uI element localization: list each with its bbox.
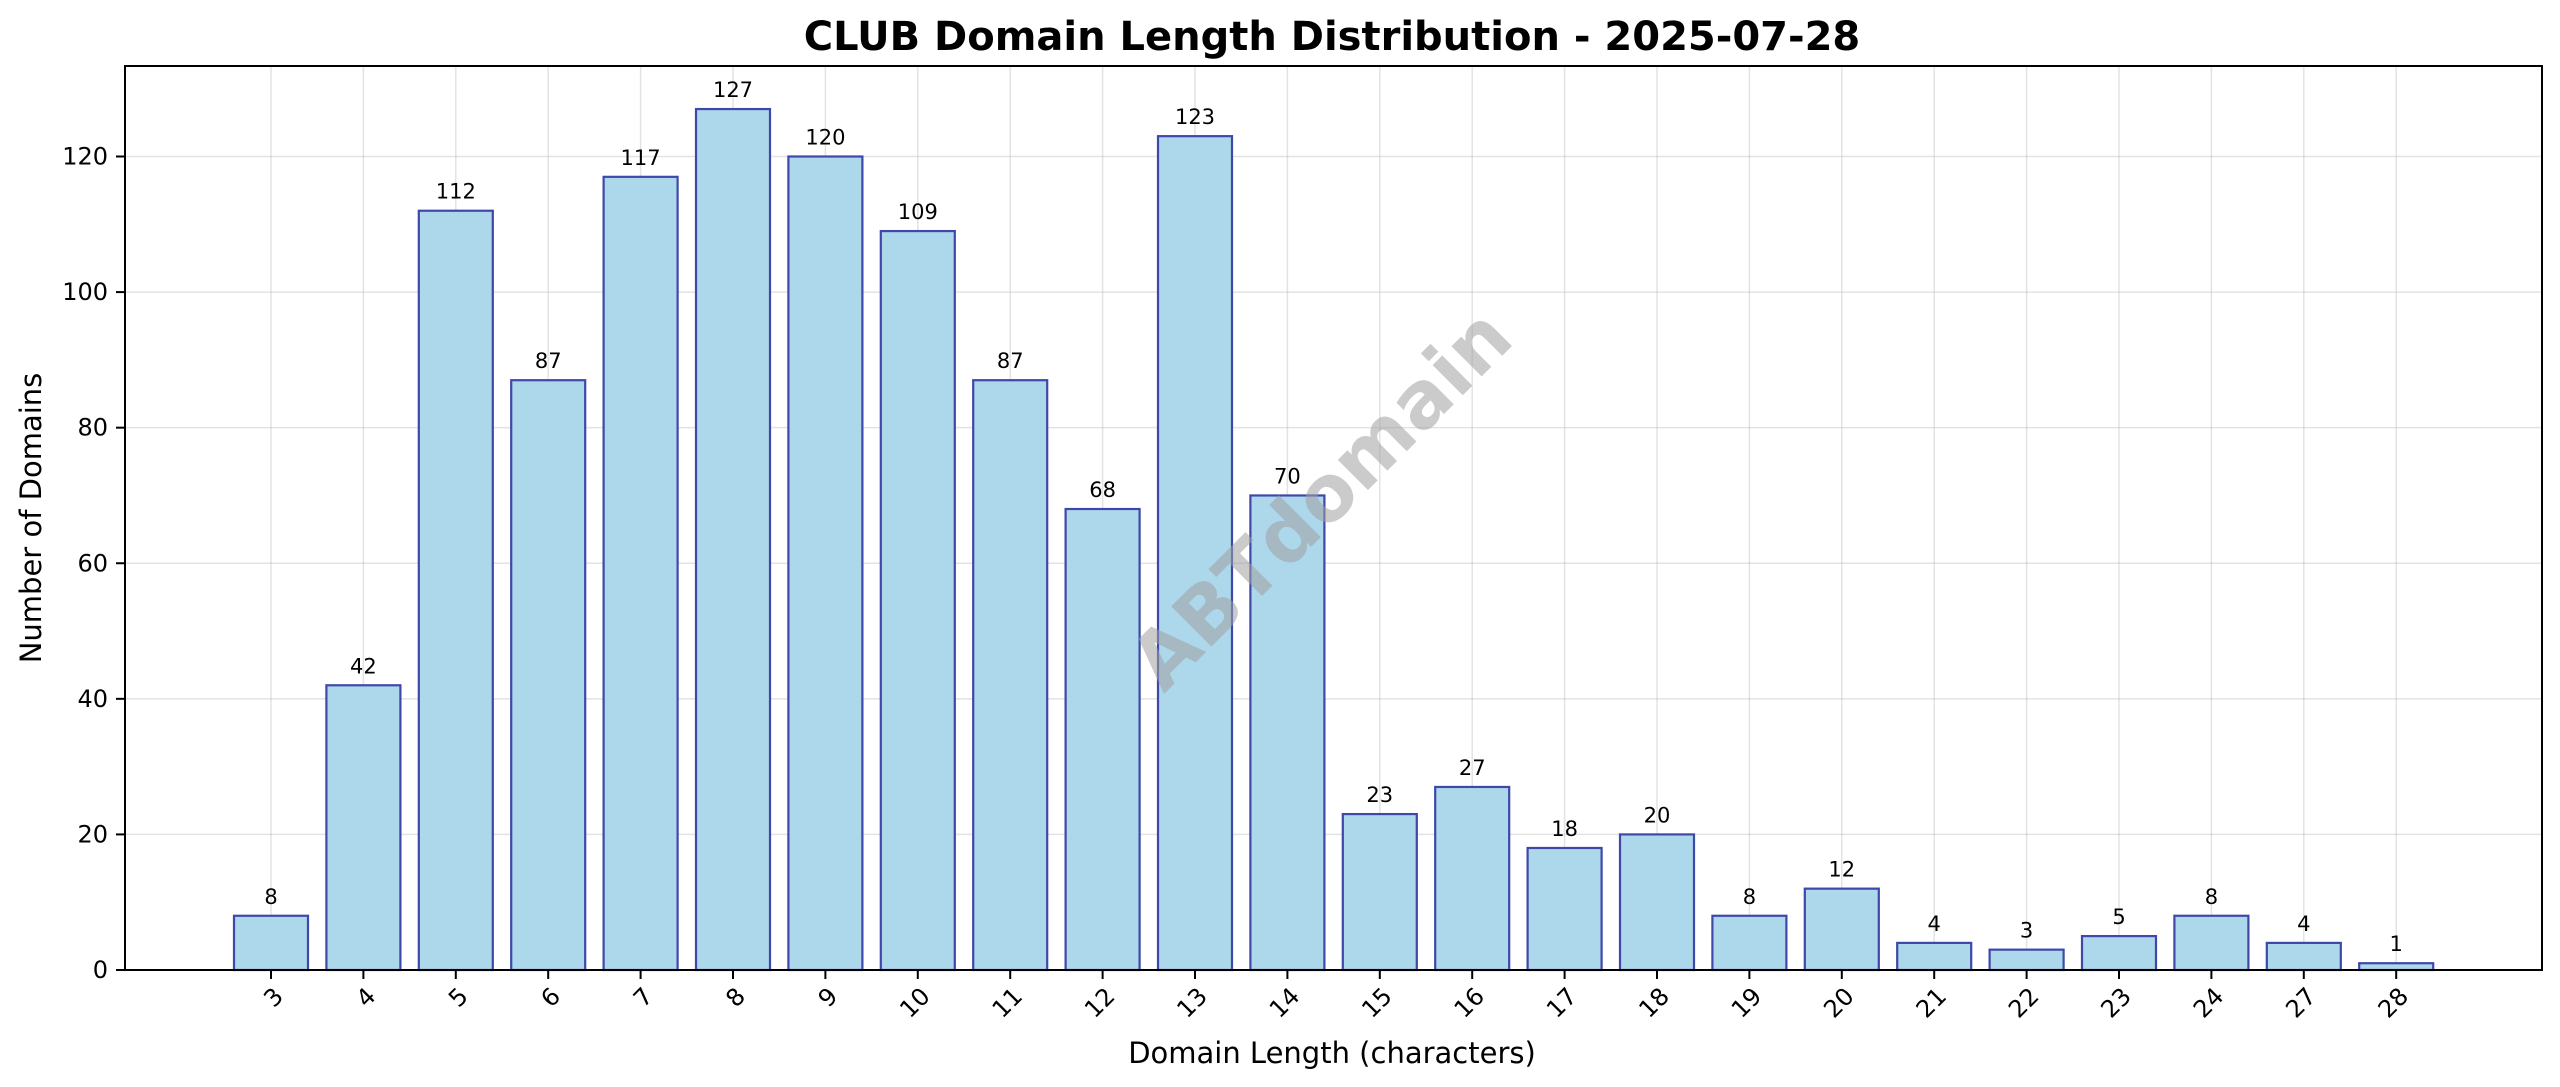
bars	[232, 107, 2435, 972]
bar-value-label: 68	[1089, 478, 1116, 502]
x-tick-label: 12	[1079, 982, 1120, 1023]
bar-value-label: 117	[621, 146, 661, 170]
y-axis-label: Number of Domains	[14, 373, 48, 664]
bar-value-label: 87	[997, 349, 1024, 373]
x-tick-label: 8	[720, 982, 751, 1013]
x-tick-label: 4	[351, 982, 382, 1013]
bar-value-label: 23	[1366, 783, 1393, 807]
bar	[510, 379, 587, 972]
bar	[2080, 935, 2158, 972]
x-tick-label: 3	[258, 982, 289, 1013]
bar-value-labels: 8421128711712712010987681237023271820812…	[264, 78, 2403, 956]
bar	[417, 209, 494, 972]
bar	[325, 684, 402, 972]
x-tick-label: 13	[1172, 982, 1213, 1023]
bar-value-label: 4	[2297, 912, 2310, 936]
bar	[232, 914, 310, 972]
bar-value-label: 1	[2390, 932, 2403, 956]
bar-value-label: 120	[805, 126, 845, 150]
bar-value-label: 18	[1551, 817, 1578, 841]
y-tick-label: 60	[77, 549, 108, 577]
x-tick-label: 20	[1818, 982, 1859, 1023]
x-tick-label: 17	[1541, 982, 1582, 1023]
bar-value-label: 8	[264, 885, 277, 909]
bar	[694, 107, 772, 972]
x-tick-label: 11	[987, 982, 1028, 1023]
bar	[602, 175, 679, 972]
bar-value-label: 20	[1644, 803, 1671, 827]
bar	[1711, 914, 1788, 972]
x-tick-label: 22	[2003, 982, 2044, 1023]
x-tick-label: 7	[628, 982, 659, 1013]
bar	[972, 379, 1049, 972]
bar	[1803, 887, 1880, 972]
x-tick-label: 6	[535, 982, 566, 1013]
y-tick-label: 20	[77, 820, 108, 848]
chart-title: CLUB Domain Length Distribution - 2025-0…	[804, 14, 1861, 60]
bar-value-label: 87	[535, 349, 562, 373]
x-tick-label: 21	[1911, 982, 1952, 1023]
bar	[787, 155, 864, 972]
bar	[1988, 948, 2065, 972]
x-tick-label: 19	[1726, 982, 1767, 1023]
bar-value-label: 8	[2205, 885, 2218, 909]
x-tick-label: 10	[894, 982, 935, 1023]
x-tick-label: 16	[1449, 982, 1490, 1023]
bar	[879, 229, 956, 972]
x-tick-label: 9	[813, 982, 844, 1013]
bar-value-label: 8	[1743, 885, 1756, 909]
bar-value-label: 112	[436, 180, 476, 204]
x-tick-label: 24	[2188, 982, 2229, 1023]
x-axis-label: Domain Length (characters)	[1128, 1036, 1536, 1070]
bar-value-label: 70	[1274, 464, 1301, 488]
bar	[1249, 494, 1326, 972]
plot-frame	[124, 65, 2543, 971]
bar	[2265, 941, 2342, 972]
y-axis-ticks: 0 20 40 60 80 100 120	[62, 143, 125, 984]
y-tick-label: 120	[62, 143, 108, 171]
x-axis-ticks: 3 4 5 6 7 8 9 10 11 12 13 14 15 16 17 18 19 20 21 22 23 24 27 2…	[258, 970, 2414, 1023]
bar-value-label: 4	[1928, 912, 1941, 936]
x-tick-label: 27	[2280, 982, 2321, 1023]
bar	[1434, 785, 1511, 972]
bar	[1526, 846, 1603, 972]
bar-value-label: 123	[1175, 105, 1215, 129]
bar	[1341, 812, 1418, 972]
bar-value-label: 109	[898, 200, 938, 224]
bar	[1064, 507, 1141, 972]
bar	[1156, 135, 1234, 972]
bar-value-label: 127	[713, 78, 753, 102]
bar-value-label: 12	[1828, 858, 1855, 882]
x-tick-label: 28	[2373, 982, 2414, 1023]
bar-value-label: 3	[2020, 919, 2033, 943]
y-tick-label: 40	[77, 685, 108, 713]
bar-value-label: 42	[350, 654, 377, 678]
x-tick-label: 23	[2096, 982, 2137, 1023]
x-tick-label: 5	[443, 982, 474, 1013]
bar-value-label: 27	[1459, 756, 1486, 780]
bar	[1618, 833, 1696, 972]
x-tick-label: 18	[1634, 982, 1675, 1023]
bar	[2173, 914, 2250, 972]
x-tick-label: 14	[1264, 982, 1305, 1023]
y-tick-label: 80	[77, 414, 108, 442]
x-tick-label: 15	[1356, 982, 1397, 1023]
y-tick-label: 0	[93, 956, 108, 984]
y-tick-label: 100	[62, 278, 108, 306]
bar-value-label: 5	[2112, 905, 2125, 929]
bar	[2358, 962, 2435, 972]
bar	[1896, 941, 1973, 972]
